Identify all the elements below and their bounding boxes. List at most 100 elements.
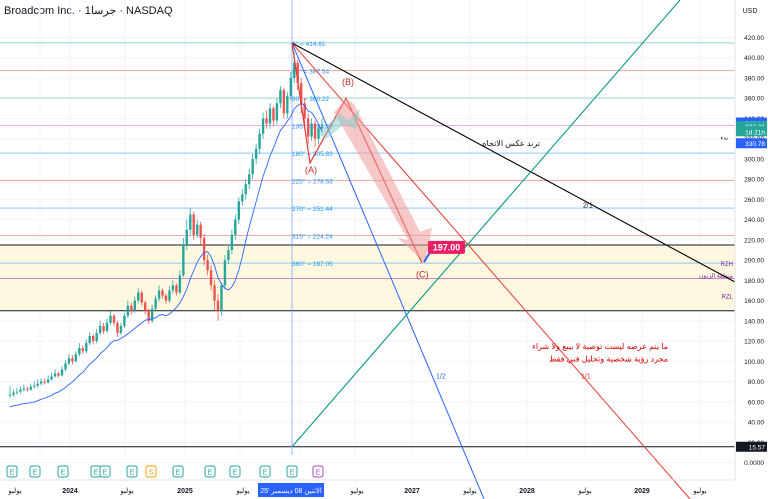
candle-body — [282, 90, 286, 114]
chart-title: Broadcom Inc. · جرسا1 · NASDAQ — [4, 5, 173, 17]
event-marker — [312, 465, 324, 478]
target-box — [428, 240, 465, 254]
y-tick-label: 280.00 — [744, 177, 764, 184]
candle-body — [234, 219, 237, 235]
disclaimer-line2: مجرد رؤية شخصية وتحليل فني فقط — [549, 354, 668, 363]
current-date-label: الاثنين 08 ديسمبر '25 — [260, 487, 322, 495]
candle-body — [119, 325, 123, 333]
arrow-down — [334, 98, 432, 264]
fib-label: 225° = 278.63 — [292, 178, 333, 186]
event-marker — [172, 465, 184, 478]
candle-body — [126, 305, 130, 316]
event-marker-label: E — [176, 470, 181, 477]
price-tag — [736, 138, 767, 149]
candle-body — [192, 214, 195, 235]
candle-body — [46, 379, 50, 383]
candle-body — [227, 250, 230, 261]
price-tag — [736, 126, 767, 137]
price-tag — [736, 121, 767, 132]
candle-body — [144, 302, 147, 311]
x-tick-label: 2024 — [62, 488, 78, 495]
event-marker — [259, 465, 271, 478]
candle-body — [8, 394, 12, 396]
candle-body — [286, 96, 289, 114]
point-b-label: (B) — [342, 77, 354, 87]
event-marker-label: E — [316, 470, 321, 477]
event-marker-label: E — [103, 470, 108, 477]
candle-body — [261, 118, 265, 134]
point-a-label: (A) — [305, 165, 317, 175]
y-axis-panel — [735, 0, 768, 499]
event-marker — [286, 465, 298, 478]
customer-zone: RZH منطقة الزبون RZL — [0, 244, 735, 448]
fib-label: 270° = 251.44 — [292, 205, 333, 213]
y-tick-label: 100.00 — [744, 359, 764, 366]
candle-body — [74, 354, 78, 362]
x-tick-label: 2025 — [177, 488, 193, 495]
candle-body — [109, 315, 112, 323]
candle-body — [12, 392, 15, 395]
candle-body — [199, 224, 202, 238]
y-tick-label: 120.00 — [744, 339, 764, 346]
candle-body — [241, 194, 244, 202]
candle-body — [133, 300, 136, 311]
candle-body — [64, 363, 67, 370]
candle-body — [53, 373, 57, 377]
y-tick-label: 240.00 — [744, 217, 764, 224]
candle-body — [248, 174, 251, 185]
candle-body — [26, 388, 29, 390]
y-tick-label: 400.00 — [744, 55, 764, 62]
candle-body — [178, 275, 182, 293]
event-marker — [145, 465, 157, 478]
trend-line-black — [291, 42, 761, 297]
candle-body — [220, 285, 223, 311]
candle-body — [57, 373, 60, 376]
y-tick-label: 420.00 — [744, 35, 764, 42]
red-line-label: 1/1 — [581, 374, 591, 381]
axis-small-label: بدء — [720, 136, 728, 142]
fib-label: 180° = 305.83 — [292, 150, 333, 158]
candle-body — [22, 388, 26, 390]
candle-body — [313, 123, 317, 139]
candle-body — [150, 308, 154, 321]
trend-lines — [291, 0, 761, 499]
candle-body — [237, 201, 240, 220]
candle-body — [15, 391, 19, 393]
candle-body — [244, 184, 247, 195]
fib-label: 45° = 387.54 — [292, 67, 330, 75]
candle-body — [171, 285, 175, 291]
candle-body — [102, 325, 105, 331]
y-tick-label: 140.00 — [744, 318, 764, 325]
candle-body — [213, 285, 216, 301]
candle-body — [300, 83, 303, 104]
candle-body — [147, 310, 150, 321]
candle-body — [303, 103, 306, 119]
event-marker-label: E — [94, 470, 99, 477]
event-marker — [6, 465, 18, 478]
fib-label: 315° = 224.24 — [292, 233, 333, 241]
trend-annotation: ترند عكس الاتجاه — [482, 139, 540, 148]
candle-body — [272, 108, 275, 121]
candle-body — [164, 295, 168, 301]
candle-body — [265, 118, 268, 124]
candle-body — [206, 260, 209, 271]
candle-body — [29, 386, 32, 390]
candles — [8, 52, 324, 398]
candle-body — [85, 343, 88, 352]
candle-body — [157, 290, 161, 299]
y-tick-label: 0.0000 — [744, 460, 764, 467]
fib-label: 0° = 414.61 — [292, 40, 326, 48]
price-tag-label: 15.57 — [749, 445, 766, 452]
zone-label-top: RZH — [721, 262, 733, 268]
x-tick-label: 2029 — [634, 488, 650, 495]
candle-body — [196, 224, 199, 235]
candle-body — [123, 315, 126, 326]
y-tick-label: 40.00 — [748, 420, 765, 427]
event-marker-label: E — [263, 470, 268, 477]
price-tag — [736, 441, 767, 452]
x-tick-label: يوليو — [692, 487, 706, 495]
event-marker-label: S — [149, 470, 154, 477]
event-marker-label: E — [290, 470, 295, 477]
candle-body — [254, 148, 258, 159]
